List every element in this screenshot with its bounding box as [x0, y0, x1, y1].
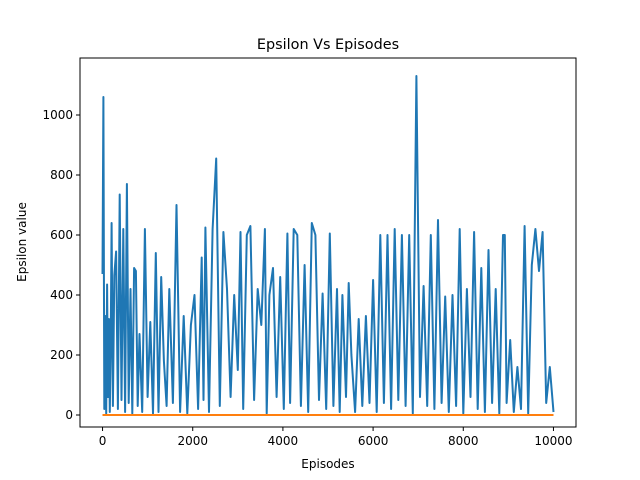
x-tick-label: 4000 [268, 434, 299, 448]
y-tick-label: 800 [50, 168, 73, 182]
x-tick-label: 10000 [534, 434, 572, 448]
y-tick-label: 1000 [42, 108, 73, 122]
x-tick-label: 2000 [177, 434, 208, 448]
y-axis: 0 200 400 600 800 1000 [42, 108, 80, 422]
y-tick-label: 200 [50, 348, 73, 362]
x-tick-label: 0 [99, 434, 107, 448]
y-tick-label: 400 [50, 288, 73, 302]
y-tick-label: 0 [65, 408, 73, 422]
x-tick-label: 8000 [448, 434, 479, 448]
chart-title: Epsilon Vs Episodes [257, 37, 399, 53]
series-line-1 [101, 75, 555, 415]
x-axis-label: Episodes [301, 457, 354, 471]
plot-frame [79, 57, 577, 428]
x-tick-label: 6000 [358, 434, 389, 448]
plot-area [101, 75, 555, 416]
x-axis: 0 2000 4000 6000 8000 10000 [99, 427, 573, 448]
y-tick-label: 600 [50, 228, 73, 242]
y-axis-label: Epsilon value [15, 202, 29, 282]
